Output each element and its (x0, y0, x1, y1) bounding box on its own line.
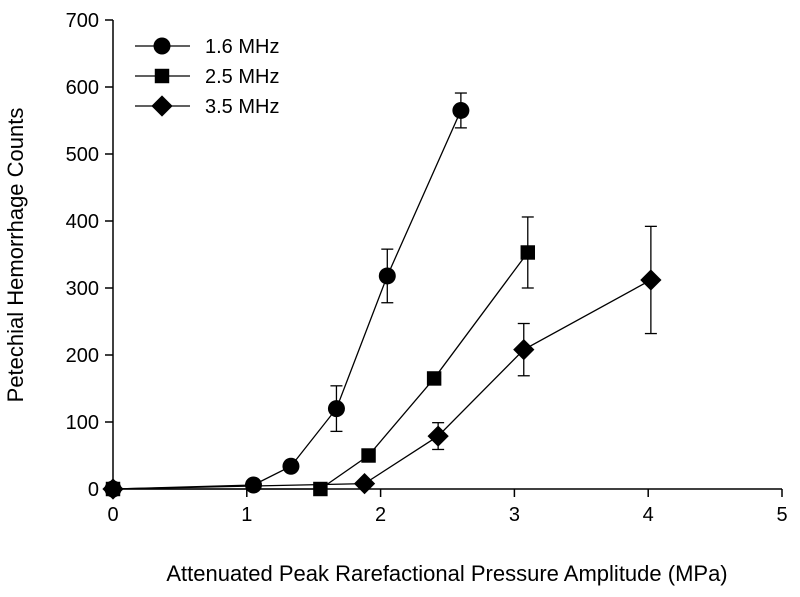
marker-diamond (102, 478, 124, 500)
series-3-5-MHz (102, 225, 662, 500)
series-line (112, 110, 462, 490)
x-tick-label: 3 (509, 504, 520, 526)
marker-square (426, 371, 442, 386)
x-tick-label: 4 (643, 504, 654, 526)
marker-square (154, 68, 170, 84)
marker-circle (327, 400, 345, 418)
series-1-6-MHz (104, 92, 470, 498)
y-tick-label: 400 (66, 211, 99, 233)
y-tick-label: 700 (66, 10, 99, 32)
marker-square (520, 245, 536, 260)
x-tick-label: 0 (107, 504, 118, 526)
y-axis-label: Petechial Hemorrhage Counts (3, 108, 28, 403)
marker-circle (282, 457, 300, 475)
marker-square (361, 448, 376, 463)
legend: 1.6 MHz 2.5 MHz 3.5 MHz (135, 36, 279, 118)
series-group (102, 92, 662, 500)
y-tick-label: 600 (66, 77, 99, 99)
marker-diamond (353, 473, 376, 495)
series-2-5-MHz (105, 216, 536, 497)
marker-diamond (151, 95, 173, 117)
axes: 0 1 2 3 4 5 0 100 200 300 400 500 600 700 (66, 10, 788, 526)
series-line (112, 279, 652, 490)
marker-circle (153, 37, 171, 55)
x-tick-label: 2 (375, 504, 386, 526)
marker-circle (378, 267, 396, 285)
marker-square (313, 481, 328, 497)
legend-label: 3.5 MHz (205, 96, 279, 118)
y-tick-label: 500 (66, 144, 99, 166)
legend-label: 1.6 MHz (205, 36, 279, 58)
y-tick-label: 100 (66, 412, 99, 434)
x-axis-label: Attenuated Peak Rarefactional Pressure A… (166, 561, 727, 586)
marker-diamond (513, 339, 535, 361)
marker-diamond (427, 425, 449, 447)
legend-label: 2.5 MHz (205, 66, 279, 88)
x-tick-label: 1 (241, 504, 252, 526)
series-line (113, 252, 529, 490)
y-tick-label: 200 (66, 345, 99, 367)
marker-diamond (640, 269, 662, 291)
x-tick-label: 5 (776, 504, 787, 526)
y-tick-label: 300 (66, 278, 99, 300)
marker-circle (452, 101, 470, 119)
y-tick-label: 0 (88, 479, 99, 501)
marker-circle (244, 476, 262, 494)
